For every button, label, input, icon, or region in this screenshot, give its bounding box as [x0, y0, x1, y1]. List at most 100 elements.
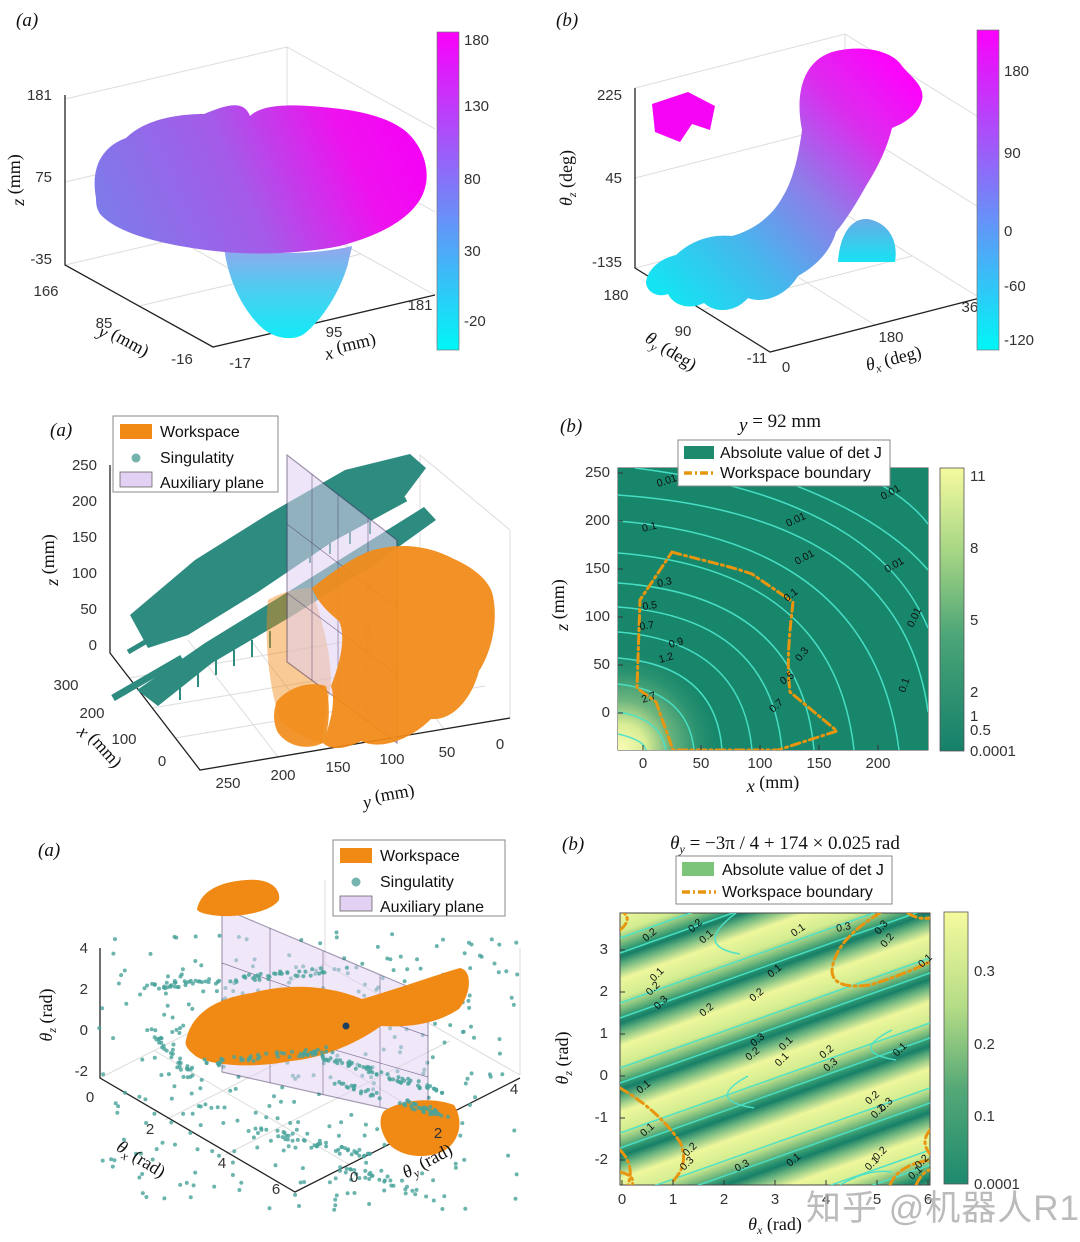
singularity-point [472, 1035, 476, 1040]
singularity-point [334, 935, 339, 940]
z-axis-label: z (mm) [38, 534, 62, 587]
singularity-point [177, 1060, 182, 1065]
singularity-point [357, 1176, 362, 1181]
singularity-point [336, 1133, 341, 1138]
singularity-point [142, 986, 147, 991]
singularity-point [413, 1102, 418, 1107]
workspace-boundary [635, 550, 841, 750]
surface-patch-magenta [652, 92, 715, 142]
panel-tag: (a) [16, 10, 38, 31]
singularity-point [513, 1196, 518, 1201]
svg-text:11: 11 [970, 468, 986, 485]
colorbar: 180 130 80 30 -20 [436, 31, 489, 351]
z-axis-label: z (mm) [548, 579, 572, 632]
z-axis-label: θz (rad) [552, 1032, 575, 1085]
singularity-point [497, 942, 502, 947]
axes-frame-3d [109, 453, 511, 771]
svg-text:100: 100 [379, 751, 404, 768]
singularity-point [403, 1101, 408, 1106]
svg-text:-17: -17 [229, 355, 251, 372]
singularity-point [253, 1126, 258, 1131]
singularity-point [301, 1138, 306, 1143]
singularity-point [138, 1151, 143, 1156]
singularity-point [174, 1027, 179, 1032]
singularity-point [206, 980, 211, 985]
legend-label: Auxiliary plane [380, 899, 484, 916]
contour-label: 2.7 [640, 689, 658, 705]
singularity-point [246, 1129, 251, 1133]
svg-text:90: 90 [1004, 145, 1021, 162]
panel-tag: (b) [562, 834, 584, 855]
singularity-point [286, 1133, 291, 1138]
legend-label: Workspace boundary [722, 884, 873, 901]
singularity-point [333, 1203, 338, 1208]
svg-text:80: 80 [464, 171, 481, 188]
singularity-point [305, 1053, 310, 1057]
singularity-point [193, 959, 198, 963]
singularity-point [321, 1056, 325, 1060]
panel-3b-detj-contour-orientation: (b) θy = −3π / 4 + 174 × 0.025 rad [552, 833, 1020, 1237]
singularity-point [296, 1120, 301, 1125]
singularity-point [382, 1188, 387, 1193]
singularity-point [416, 1105, 421, 1110]
singularity-point [190, 1111, 195, 1116]
singularity-point [315, 1142, 320, 1147]
singularity-point [232, 1055, 237, 1059]
singularity-point [461, 1029, 466, 1034]
singularity-point [280, 1085, 285, 1090]
singularity-point [377, 1096, 382, 1101]
singularity-point [405, 967, 410, 972]
singularity-point [348, 1167, 353, 1172]
panel-title: y = 92 mm [737, 411, 821, 436]
singularity-point [162, 1196, 167, 1201]
singularity-point [174, 935, 179, 940]
workspace-surface-stem [224, 246, 352, 339]
singularity-point [492, 961, 497, 966]
colorbar: 180 90 0 -60 -120 [976, 29, 1034, 351]
singularity-point [170, 1030, 175, 1034]
singularity-point [140, 1057, 145, 1062]
singularity-point [388, 957, 393, 962]
singularity-point [164, 980, 169, 985]
legend-swatch-workspace [340, 848, 372, 863]
svg-text:200: 200 [585, 512, 610, 529]
svg-text:-120: -120 [1004, 332, 1034, 349]
y-axis-label: y (mm) [93, 317, 152, 364]
singularity-point [183, 983, 188, 988]
svg-text:166: 166 [33, 283, 58, 300]
svg-text:-1: -1 [595, 1109, 608, 1126]
svg-text:-16: -16 [171, 351, 193, 368]
singularity-point [368, 1170, 373, 1175]
singularity-point [357, 1147, 362, 1152]
svg-text:45: 45 [605, 170, 622, 187]
singularity-point [320, 1050, 324, 1055]
contour-label: 0.7 [639, 619, 655, 633]
panel-1a-position-workspace-surface: (a) 181 75 -35 166 85 -16 -17 95 181 z (… [4, 10, 489, 372]
singularity-point [428, 1104, 433, 1109]
singularity-point [487, 1072, 492, 1077]
singularity-point [275, 1054, 280, 1059]
singularity-point [424, 1194, 429, 1199]
singularity-point [144, 1121, 149, 1125]
svg-text:30: 30 [464, 243, 481, 260]
singularity-point [352, 1191, 357, 1195]
singularity-point [240, 1057, 245, 1062]
singularity-point [400, 1178, 404, 1183]
svg-text:0: 0 [86, 1089, 94, 1106]
singularity-point [111, 951, 116, 956]
singularity-point [100, 1006, 105, 1011]
singularity-point [286, 1144, 291, 1149]
singularity-point [170, 1047, 175, 1052]
singularity-point [165, 1003, 170, 1008]
singularity-point [285, 970, 290, 975]
singularity-point [191, 1183, 196, 1188]
singularity-point [259, 1126, 264, 1131]
legend: Absolute value of det J Workspace bounda… [677, 439, 891, 487]
singularity-point [453, 1161, 458, 1166]
singularity-point [326, 1058, 331, 1063]
singularity-point [188, 978, 193, 983]
legend-label: Workspace [160, 424, 240, 441]
singularity-point [173, 1142, 177, 1147]
svg-text:2: 2 [970, 684, 978, 701]
singularity-point [204, 1061, 209, 1065]
